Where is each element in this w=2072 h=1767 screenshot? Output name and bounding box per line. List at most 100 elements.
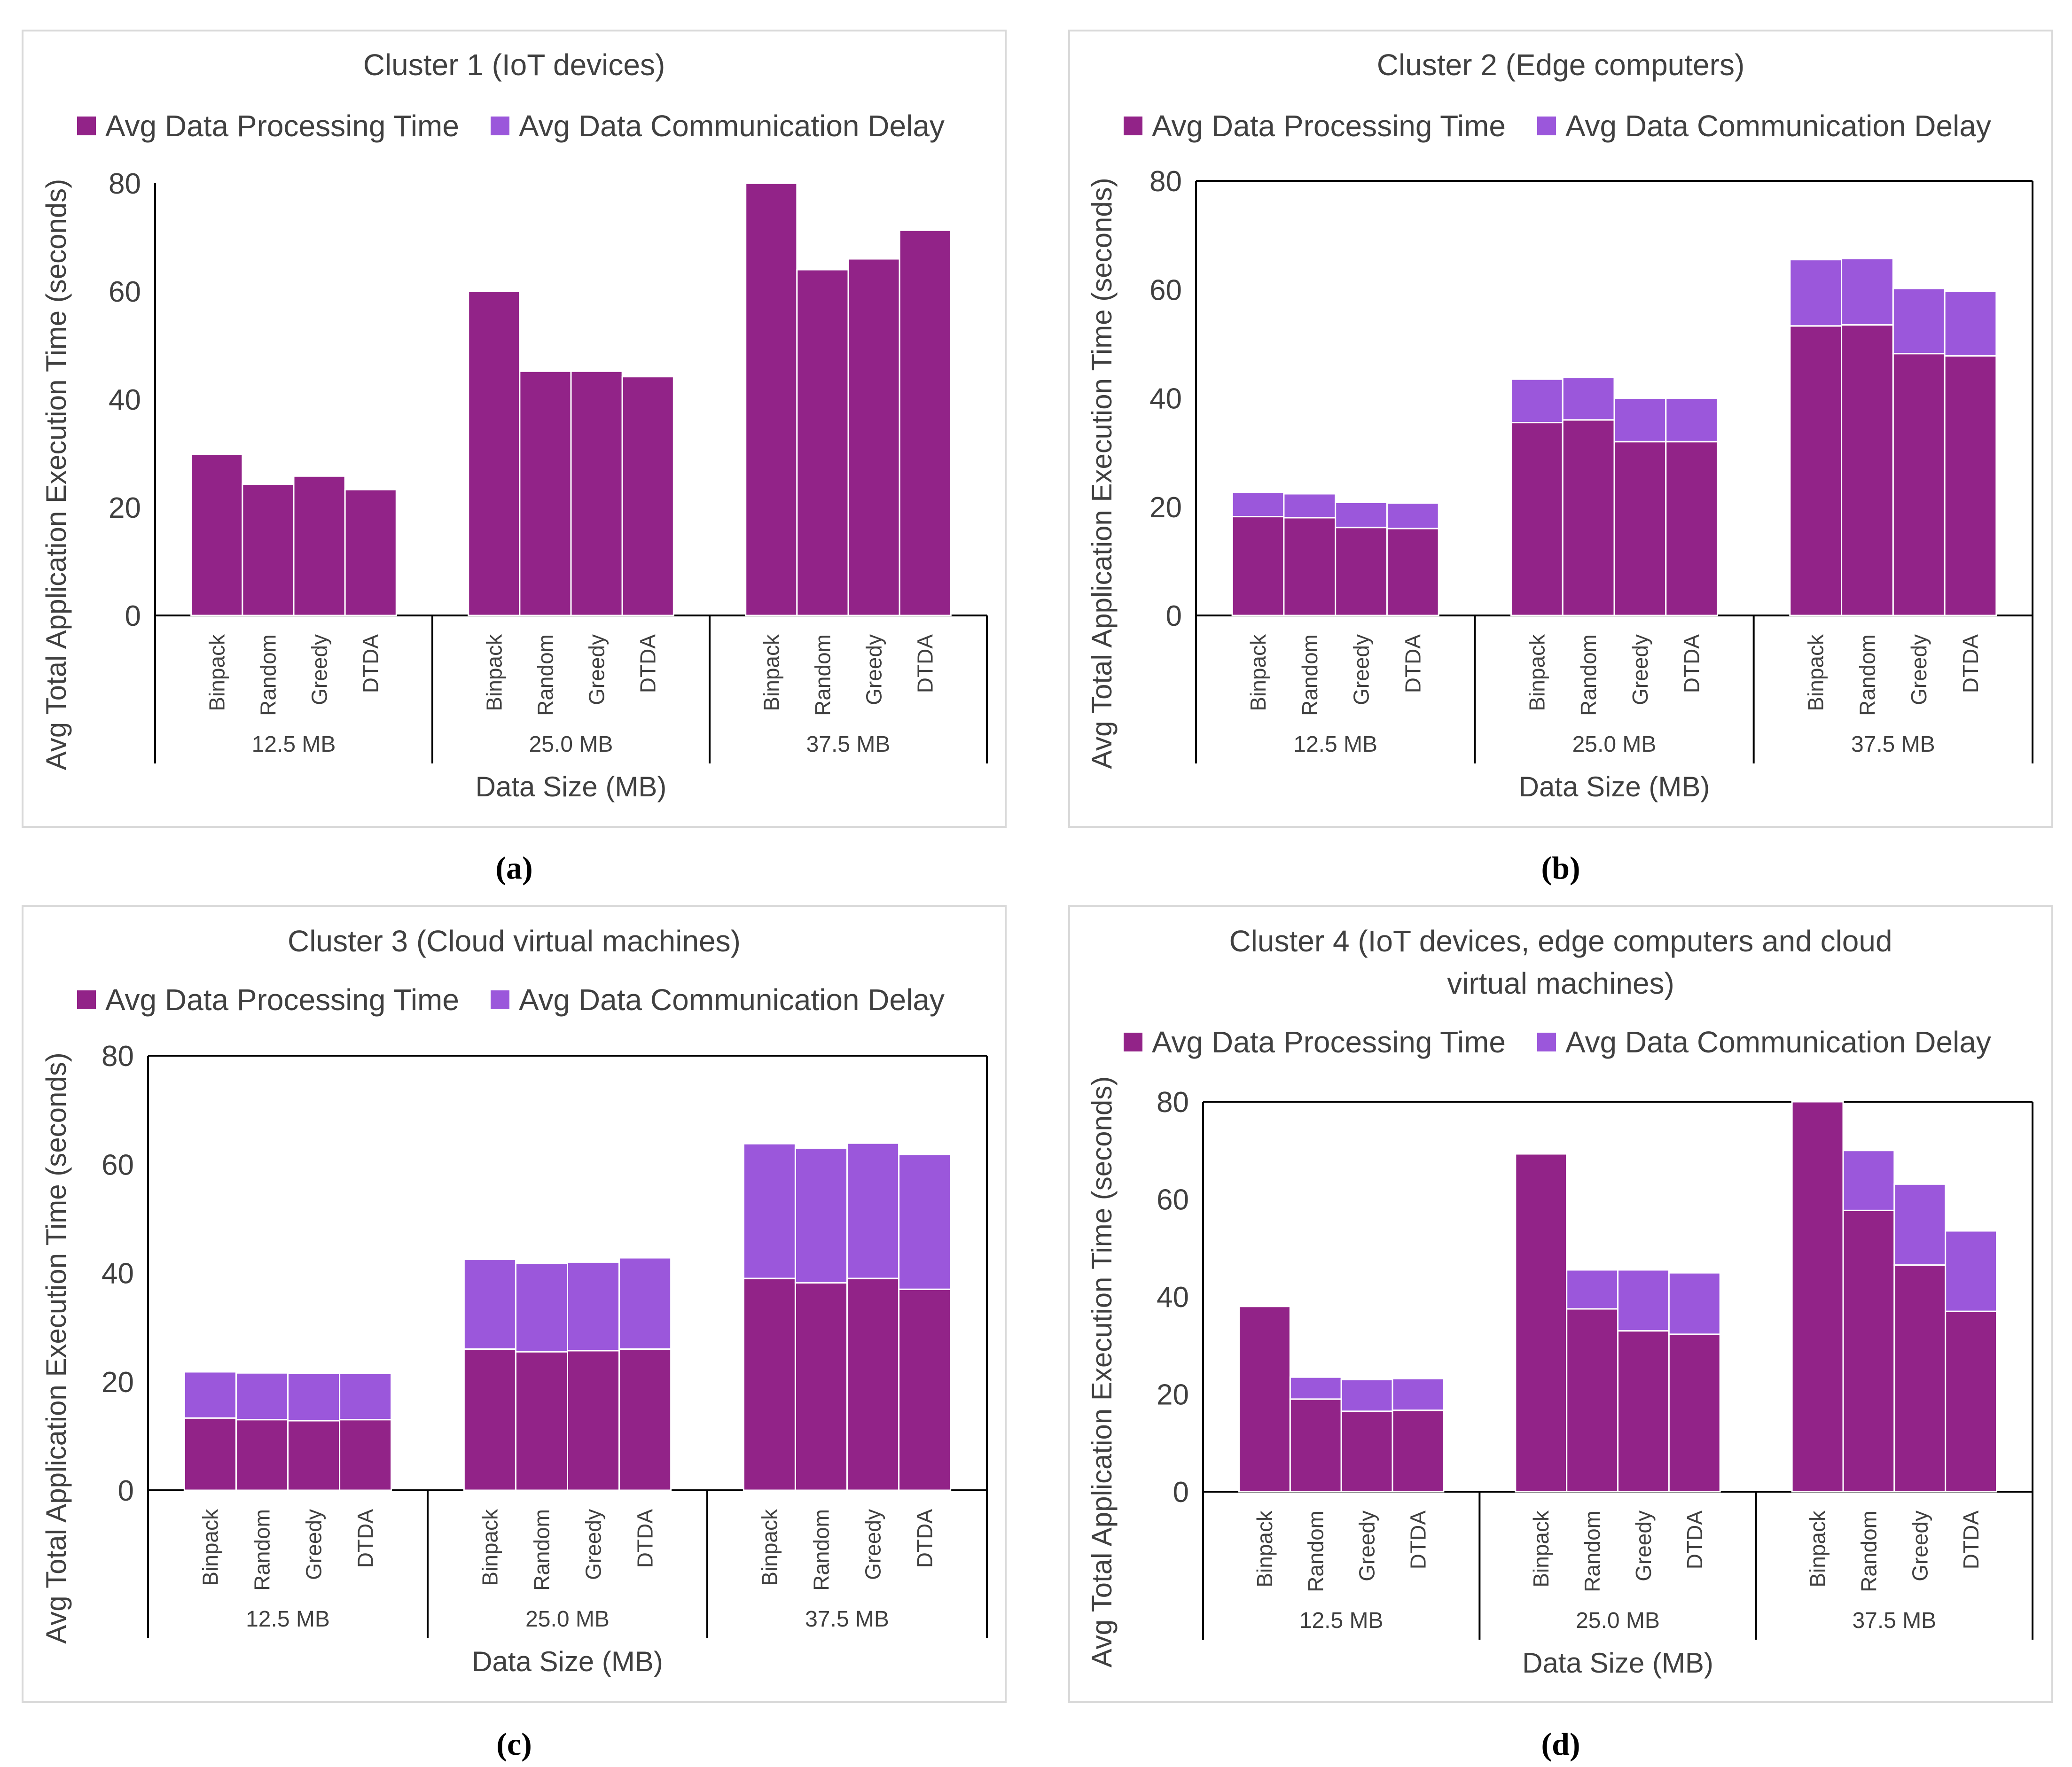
x-category-label: Greedy xyxy=(1907,634,1931,705)
bar-communication xyxy=(1944,290,1997,357)
y-tick-label: 40 xyxy=(1149,383,1182,415)
legend-swatch xyxy=(491,990,509,1009)
bar-processing xyxy=(567,1350,620,1491)
bar-processing xyxy=(1289,1398,1342,1493)
legend-label: Avg Data Processing Time xyxy=(105,983,459,1017)
bar-communication xyxy=(1613,397,1667,443)
x-category-label: DTDA xyxy=(1680,634,1704,693)
bar-processing xyxy=(339,1419,392,1491)
x-category-label: DTDA xyxy=(359,634,383,693)
y-tick-label: 80 xyxy=(1149,165,1182,198)
bar-processing xyxy=(618,1348,672,1491)
y-tick-label: 40 xyxy=(109,384,141,416)
x-category-label: Binpack xyxy=(1806,1510,1830,1588)
bar-processing xyxy=(1665,441,1719,616)
x-group-label: 12.5 MB xyxy=(1299,1608,1384,1633)
bar-processing xyxy=(463,1348,516,1491)
x-category-label: Binpack xyxy=(1804,634,1828,711)
x-category-label: Binpack xyxy=(759,634,783,711)
bar-communication xyxy=(515,1262,569,1353)
bar-communication xyxy=(183,1371,237,1419)
bar-processing xyxy=(1238,1306,1291,1493)
x-category-label: DTDA xyxy=(1958,634,1983,693)
bar-processing xyxy=(1562,419,1615,616)
x-category-label: DTDA xyxy=(633,1509,657,1568)
x-group-label: 12.5 MB xyxy=(246,1607,330,1632)
bar-processing xyxy=(293,475,346,616)
bar-processing xyxy=(743,1277,796,1491)
bar-processing xyxy=(1841,324,1894,616)
bar-processing xyxy=(1510,422,1564,616)
x-category-label: Greedy xyxy=(302,1509,326,1580)
x-category-label: Greedy xyxy=(307,634,332,705)
bar-processing xyxy=(1515,1153,1568,1493)
y-tick-label: 20 xyxy=(109,492,141,524)
bar-processing xyxy=(1335,527,1388,616)
bar-communication xyxy=(846,1142,900,1279)
x-category-label: DTDA xyxy=(1400,634,1425,693)
legend-label: Avg Data Communication Delay xyxy=(1565,109,1991,143)
x-category-label: Binpack xyxy=(477,1509,502,1586)
x-category-label: Greedy xyxy=(1631,1510,1656,1581)
bar-processing xyxy=(1231,516,1285,616)
bar-communication xyxy=(1386,502,1439,529)
bar-processing xyxy=(1791,1101,1844,1493)
y-tick-label: 0 xyxy=(125,600,141,632)
legend-label: Avg Data Communication Delay xyxy=(519,109,945,143)
y-axis-label: Avg Total Application Execution Time (se… xyxy=(40,179,72,770)
x-category-label: Greedy xyxy=(861,1509,885,1580)
x-group-label: 37.5 MB xyxy=(806,732,891,757)
legend-label: Avg Data Processing Time xyxy=(105,109,459,143)
chart-title-line: virtual machines) xyxy=(1447,966,1674,1000)
bar-communication xyxy=(1617,1269,1670,1332)
bar-processing xyxy=(519,370,572,616)
x-category-label: Random xyxy=(1298,634,1322,716)
x-category-label: Random xyxy=(529,1509,554,1591)
bar-processing xyxy=(899,229,952,616)
panel-label: (b) xyxy=(1541,850,1580,886)
x-category-label: Greedy xyxy=(862,634,886,705)
legend-label: Avg Data Communication Delay xyxy=(1565,1025,1991,1059)
bar-communication xyxy=(1340,1378,1393,1412)
y-tick-label: 20 xyxy=(1149,491,1182,524)
bar-processing xyxy=(847,258,900,616)
bar-processing xyxy=(235,1419,289,1491)
x-category-label: Random xyxy=(809,1509,833,1591)
bar-processing xyxy=(1283,517,1337,616)
bar-processing xyxy=(794,1282,848,1491)
bar-communication xyxy=(743,1143,796,1279)
x-category-label: Binpack xyxy=(1525,634,1549,711)
x-category-label: Binpack xyxy=(482,634,506,711)
bar-processing xyxy=(190,453,243,616)
x-category-label: Binpack xyxy=(1529,1510,1553,1588)
chart-title: Cluster 3 (Cloud virtual machines) xyxy=(288,924,741,958)
bar-processing xyxy=(242,483,295,616)
chart-panel-4: Cluster 4 (IoT devices, edge computers a… xyxy=(1068,905,2053,1703)
x-group-label: 37.5 MB xyxy=(1852,1608,1936,1633)
chart-panel-1: Cluster 1 (IoT devices) Avg Data Processi… xyxy=(22,30,1007,828)
x-category-label: Binpack xyxy=(198,1509,222,1586)
y-tick-label: 60 xyxy=(102,1149,134,1181)
panel-label: (a) xyxy=(495,850,532,886)
bar-processing xyxy=(1945,1310,1998,1493)
x-group-label: 25.0 MB xyxy=(1572,732,1657,757)
bar-communication xyxy=(1231,491,1285,518)
bar-communication xyxy=(1335,502,1388,529)
y-tick-label: 80 xyxy=(1157,1086,1189,1119)
x-group-label: 12.5 MB xyxy=(252,732,336,757)
bar-communication xyxy=(1665,397,1719,443)
bar-communication xyxy=(898,1153,952,1290)
bar-communication xyxy=(618,1257,672,1350)
bar-processing xyxy=(1340,1410,1393,1493)
bar-processing xyxy=(1892,353,1946,616)
x-category-label: Random xyxy=(1304,1510,1328,1592)
y-tick-label: 60 xyxy=(1149,274,1182,306)
legend-swatch xyxy=(1537,1033,1556,1051)
panel-label: (c) xyxy=(496,1726,532,1762)
bar-communication xyxy=(1842,1150,1895,1211)
x-category-label: Random xyxy=(1856,1510,1881,1592)
chart-title: Cluster 2 (Edge computers) xyxy=(1377,48,1745,82)
bar-processing xyxy=(898,1288,952,1491)
y-tick-label: 40 xyxy=(102,1258,134,1290)
x-category-label: Random xyxy=(256,634,280,716)
